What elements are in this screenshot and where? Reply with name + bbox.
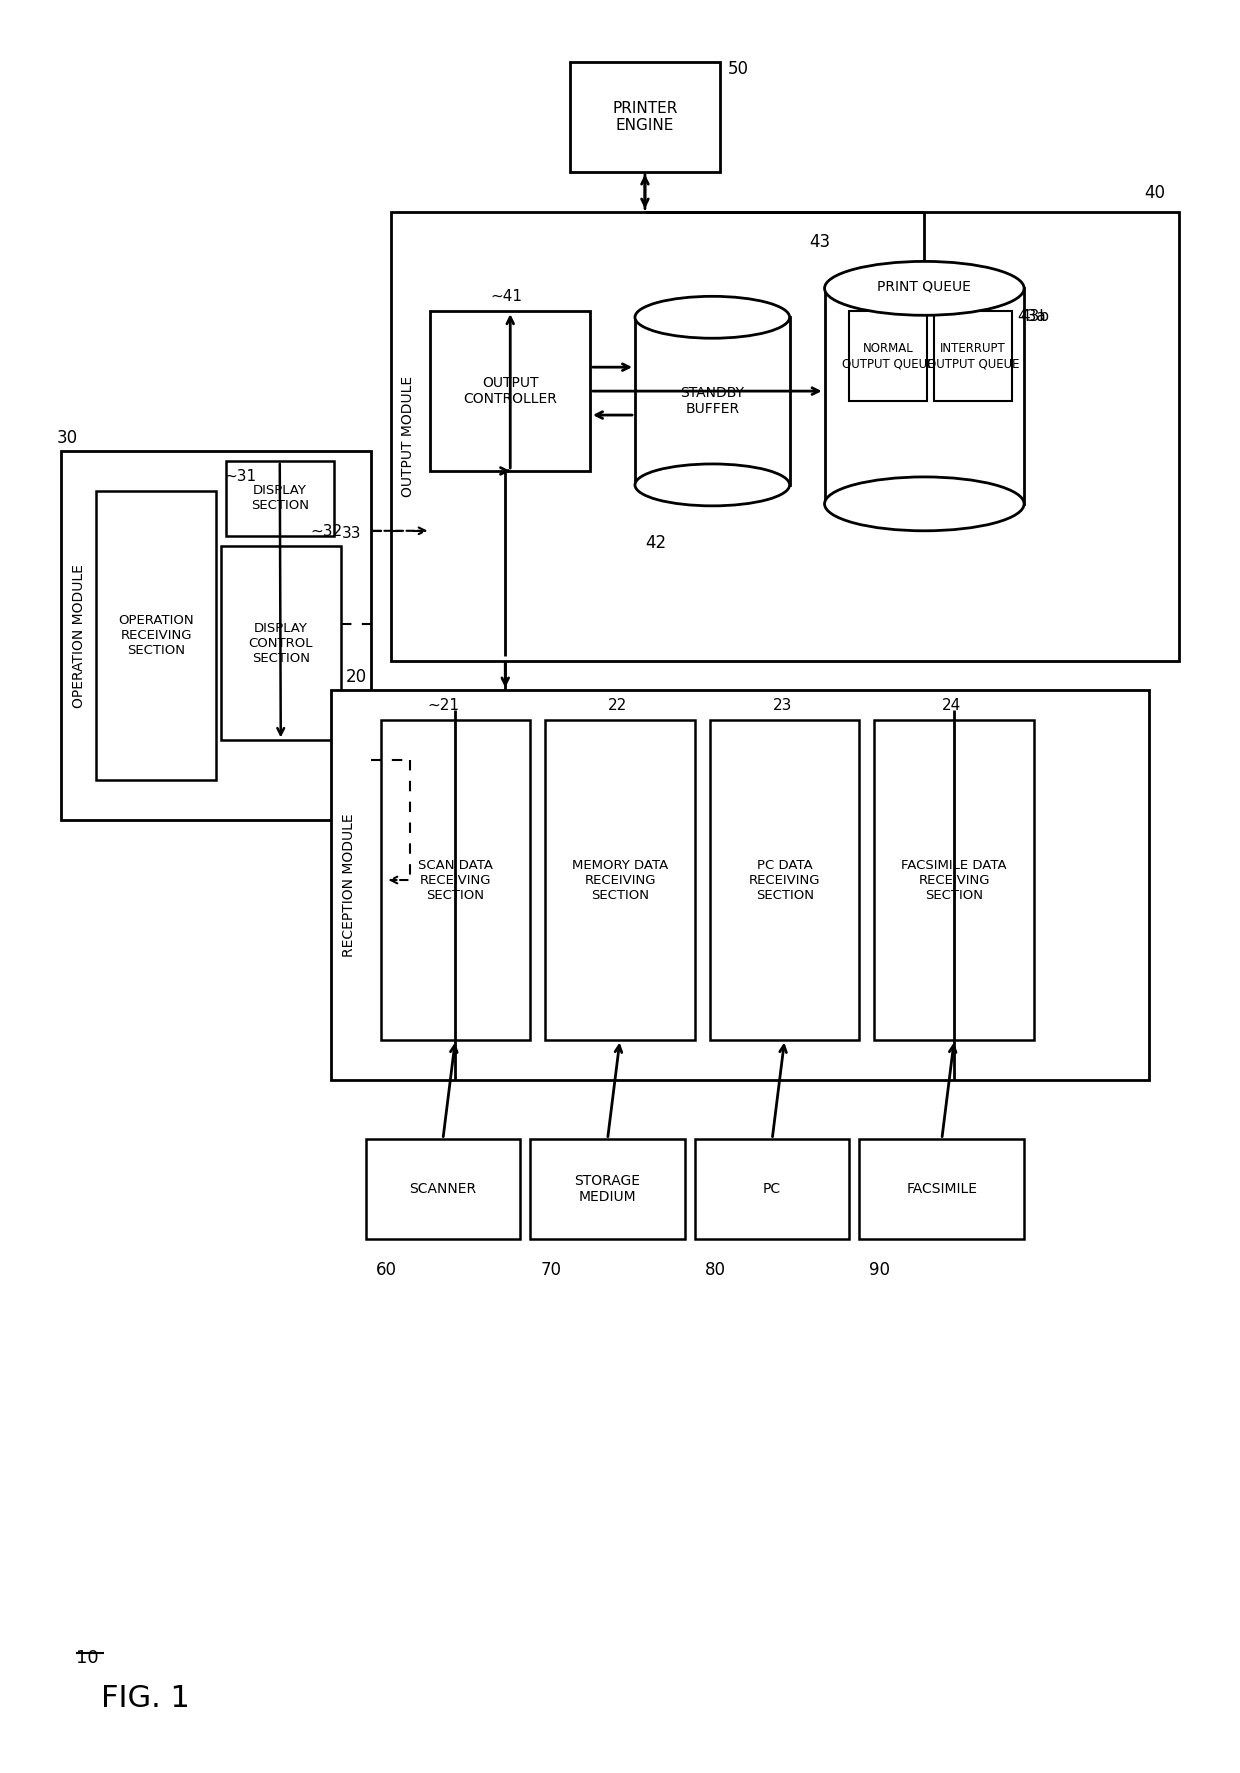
Text: 60: 60	[376, 1261, 397, 1278]
Text: 24: 24	[942, 699, 961, 713]
Text: FACSIMILE DATA
RECEIVING
SECTION: FACSIMILE DATA RECEIVING SECTION	[901, 858, 1007, 901]
Bar	[221, 546, 341, 741]
Text: SCANNER: SCANNER	[409, 1183, 476, 1197]
Bar	[635, 317, 790, 484]
Text: 42: 42	[645, 534, 666, 551]
Text: 33: 33	[342, 527, 361, 541]
Bar	[391, 211, 1179, 661]
Bar	[709, 720, 859, 1039]
Text: 43b: 43b	[1021, 309, 1049, 324]
Text: 30: 30	[56, 429, 77, 447]
Text: STANDBY
BUFFER: STANDBY BUFFER	[681, 387, 744, 417]
Text: OUTPUT
CONTROLLER: OUTPUT CONTROLLER	[464, 376, 557, 406]
Text: 70: 70	[541, 1261, 562, 1278]
Text: OPERATION MODULE: OPERATION MODULE	[72, 564, 87, 707]
Text: PRINTER
ENGINE: PRINTER ENGINE	[613, 101, 677, 133]
Ellipse shape	[635, 465, 790, 505]
Text: PRINT QUEUE: PRINT QUEUE	[878, 280, 971, 293]
Text: DISPLAY
CONTROL
SECTION: DISPLAY CONTROL SECTION	[248, 622, 312, 665]
Text: DISPLAY
SECTION: DISPLAY SECTION	[250, 484, 309, 512]
Bar	[825, 289, 1024, 504]
Text: 40: 40	[1143, 184, 1164, 202]
Text: MEMORY DATA
RECEIVING
SECTION: MEMORY DATA RECEIVING SECTION	[572, 858, 668, 901]
Bar	[381, 720, 531, 1039]
Text: 50: 50	[728, 60, 749, 78]
Text: 90: 90	[869, 1261, 890, 1278]
Text: FIG. 1: FIG. 1	[102, 1684, 190, 1713]
Text: ~21: ~21	[428, 699, 460, 713]
Bar	[849, 312, 928, 401]
Text: 43: 43	[810, 234, 831, 252]
Text: 43a: 43a	[1017, 309, 1045, 324]
Text: FACSIMILE: FACSIMILE	[906, 1183, 977, 1197]
Bar	[874, 720, 1034, 1039]
Text: RECEPTION MODULE: RECEPTION MODULE	[341, 814, 356, 957]
Text: ~32: ~32	[311, 523, 342, 539]
Text: PC DATA
RECEIVING
SECTION: PC DATA RECEIVING SECTION	[749, 858, 821, 901]
Text: 22: 22	[608, 699, 627, 713]
Bar	[61, 450, 371, 821]
Bar	[694, 1140, 849, 1239]
Bar	[546, 720, 694, 1039]
Bar	[531, 1140, 684, 1239]
Text: ~31: ~31	[224, 468, 255, 484]
Bar	[859, 1140, 1024, 1239]
Ellipse shape	[635, 296, 790, 339]
Ellipse shape	[825, 477, 1024, 530]
Text: INTERRUPT
OUTPUT QUEUE: INTERRUPT OUTPUT QUEUE	[928, 342, 1019, 371]
Ellipse shape	[825, 261, 1024, 316]
Bar	[430, 312, 590, 472]
Text: 23: 23	[773, 699, 792, 713]
Bar	[226, 461, 334, 535]
Text: 80: 80	[704, 1261, 725, 1278]
Text: SCAN DATA
RECEIVING
SECTION: SCAN DATA RECEIVING SECTION	[418, 858, 492, 901]
Text: STORAGE
MEDIUM: STORAGE MEDIUM	[574, 1174, 641, 1204]
Bar	[331, 690, 1148, 1080]
Text: OPERATION
RECEIVING
SECTION: OPERATION RECEIVING SECTION	[118, 613, 193, 658]
Text: 20: 20	[346, 668, 367, 686]
Bar	[97, 491, 216, 780]
Text: 10: 10	[76, 1649, 99, 1667]
Bar	[570, 62, 719, 172]
Text: OUTPUT MODULE: OUTPUT MODULE	[402, 376, 415, 496]
Bar	[366, 1140, 521, 1239]
Text: NORMAL
OUTPUT QUEUE: NORMAL OUTPUT QUEUE	[842, 342, 935, 371]
Text: PC: PC	[763, 1183, 781, 1197]
Text: ~41: ~41	[490, 289, 522, 305]
Bar	[934, 312, 1012, 401]
